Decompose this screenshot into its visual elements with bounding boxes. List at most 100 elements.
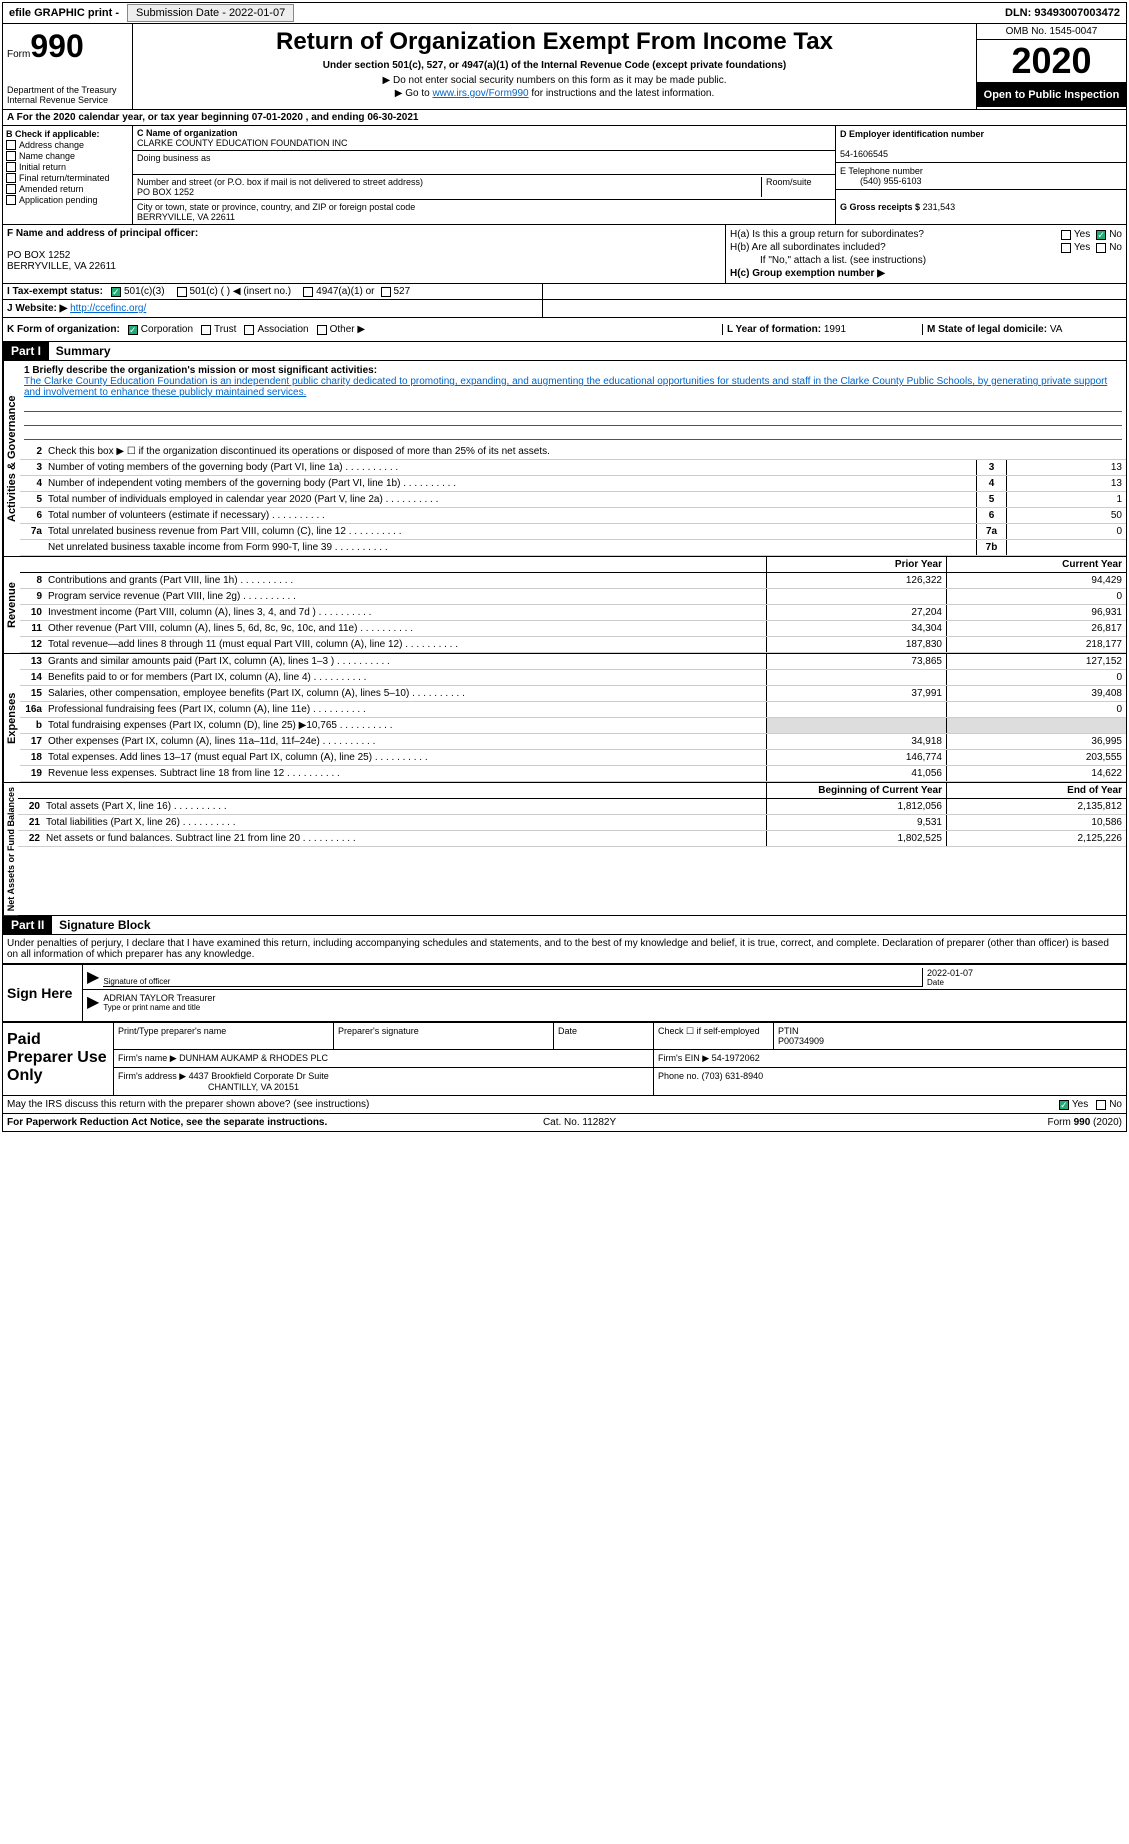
line-desc: Total number of individuals employed in … — [44, 492, 976, 507]
summary-line: 11 Other revenue (Part VIII, column (A),… — [20, 621, 1126, 637]
summary-line: 8 Contributions and grants (Part VIII, l… — [20, 573, 1126, 589]
summary-line: 20 Total assets (Part X, line 16) 1,812,… — [18, 799, 1126, 815]
name-title-row: ▶ ADRIAN TAYLOR Treasurer Type or print … — [83, 990, 1126, 1014]
current-value: 203,555 — [946, 750, 1126, 765]
line-desc: Total assets (Part X, line 16) — [42, 799, 766, 814]
firm-name: DUNHAM AUKAMP & RHODES PLC — [179, 1053, 328, 1063]
preparer-sig-header: Preparer's signature — [334, 1023, 554, 1049]
current-value: 127,152 — [946, 654, 1126, 669]
header-right: OMB No. 1545-0047 2020 Open to Public In… — [976, 24, 1126, 109]
hb-yes-checkbox[interactable] — [1061, 243, 1071, 253]
line-value — [1006, 540, 1126, 555]
summary-line: 19 Revenue less expenses. Subtract line … — [20, 766, 1126, 782]
website-link[interactable]: http://ccefinc.org/ — [70, 303, 146, 314]
address-change-label: Address change — [19, 140, 84, 150]
discuss-yes: Yes — [1072, 1099, 1088, 1110]
summary-line: 21 Total liabilities (Part X, line 26) 9… — [18, 815, 1126, 831]
hb-yes: Yes — [1074, 242, 1090, 253]
g-label: G Gross receipts $ — [840, 202, 920, 212]
year-formation: 1991 — [824, 324, 846, 335]
trust-label: Trust — [214, 324, 236, 335]
sign-date: 2022-01-07 — [927, 968, 1122, 978]
mission-block: 1 Briefly describe the organization's mi… — [20, 361, 1126, 444]
ptin-value: P00734909 — [778, 1036, 824, 1046]
4947-checkbox[interactable] — [303, 287, 313, 297]
activities-governance-label: Activities & Governance — [3, 361, 20, 556]
prior-year-header: Prior Year — [766, 557, 946, 572]
other-checkbox[interactable] — [317, 325, 327, 335]
discuss-no-checkbox[interactable] — [1096, 1100, 1106, 1110]
dba-row: Doing business as — [133, 151, 835, 175]
blank — [42, 783, 766, 798]
final-return-label: Final return/terminated — [19, 173, 110, 183]
line-num: 10 — [20, 605, 44, 620]
line-desc: Salaries, other compensation, employee b… — [44, 686, 766, 701]
line-desc: Grants and similar amounts paid (Part IX… — [44, 654, 766, 669]
mission-line — [24, 398, 1122, 412]
line-desc: Revenue less expenses. Subtract line 18 … — [44, 766, 766, 781]
501c-checkbox[interactable] — [177, 287, 187, 297]
org-name-row: C Name of organization CLARKE COUNTY EDU… — [133, 126, 835, 151]
line-num — [20, 540, 44, 555]
summary-line: 3 Number of voting members of the govern… — [20, 460, 1126, 476]
city-state-zip: BERRYVILLE, VA 22611 — [137, 212, 235, 222]
application-pending-checkbox[interactable] — [6, 195, 16, 205]
amended-return-checkbox[interactable] — [6, 184, 16, 194]
k-label: K Form of organization: — [7, 324, 120, 335]
initial-return-label: Initial return — [19, 162, 66, 172]
trust-checkbox[interactable] — [201, 325, 211, 335]
footer-formnum: 990 — [1074, 1117, 1091, 1128]
hb-no-checkbox[interactable] — [1096, 243, 1106, 253]
ha-yes-checkbox[interactable] — [1061, 230, 1071, 240]
ssn-note: ▶ Do not enter social security numbers o… — [137, 75, 972, 86]
address-change-checkbox[interactable] — [6, 140, 16, 150]
corporation-checkbox[interactable] — [128, 325, 138, 335]
part2-badge: Part II — [3, 916, 52, 934]
rev-content: Prior Year Current Year 8 Contributions … — [20, 557, 1126, 653]
column-f-officer: F Name and address of principal officer:… — [3, 225, 726, 283]
summary-line: 17 Other expenses (Part IX, column (A), … — [20, 734, 1126, 750]
preparer-date-header: Date — [554, 1023, 654, 1049]
prior-value: 126,322 — [766, 573, 946, 588]
corporation-label: Corporation — [141, 324, 193, 335]
name-change-checkbox[interactable] — [6, 151, 16, 161]
prior-value: 34,304 — [766, 621, 946, 636]
line-desc: Investment income (Part VIII, column (A)… — [44, 605, 766, 620]
discuss-yes-checkbox[interactable] — [1059, 1100, 1069, 1110]
paid-right: Print/Type preparer's name Preparer's si… — [113, 1023, 1126, 1095]
ha-yes: Yes — [1074, 229, 1090, 240]
rev-header-row: Prior Year Current Year — [20, 557, 1126, 573]
line-box: 7a — [976, 524, 1006, 539]
final-return-checkbox[interactable] — [6, 173, 16, 183]
check-applicable-label: B Check if applicable: — [6, 129, 129, 139]
name-change-label: Name change — [19, 151, 75, 161]
instructions-link[interactable]: www.irs.gov/Form990 — [432, 88, 528, 99]
line-num: 14 — [20, 670, 44, 685]
501c3-checkbox[interactable] — [111, 287, 121, 297]
footer-post: (2020) — [1090, 1117, 1122, 1128]
ha-no-checkbox[interactable] — [1096, 230, 1106, 240]
signature-label: Signature of officer — [103, 977, 922, 986]
initial-return-checkbox[interactable] — [6, 162, 16, 172]
current-value: 0 — [946, 670, 1126, 685]
hb-note-row: If "No," attach a list. (see instruction… — [730, 255, 1122, 266]
line-num: 11 — [20, 621, 44, 636]
association-checkbox[interactable] — [244, 325, 254, 335]
summary-line: 18 Total expenses. Add lines 13–17 (must… — [20, 750, 1126, 766]
efile-label: efile GRAPHIC print - — [3, 5, 125, 21]
line-num: 21 — [18, 815, 42, 830]
m-label: M State of legal domicile: — [927, 324, 1047, 335]
page-footer: For Paperwork Reduction Act Notice, see … — [3, 1113, 1126, 1131]
summary-line: 10 Investment income (Part VIII, column … — [20, 605, 1126, 621]
revenue-label: Revenue — [3, 557, 20, 653]
paid-preparer-block: Paid Preparer Use Only Print/Type prepar… — [3, 1021, 1126, 1095]
527-checkbox[interactable] — [381, 287, 391, 297]
line-value: 1 — [1006, 492, 1126, 507]
submission-date-button[interactable]: Submission Date - 2022-01-07 — [127, 4, 294, 22]
tax-year: 2020 — [977, 40, 1126, 83]
other-label: Other ▶ — [330, 324, 365, 335]
l-label: L Year of formation: — [727, 324, 821, 335]
arrow-icon: ▶ — [87, 992, 99, 1012]
ein-row: D Employer identification number 54-1606… — [836, 126, 1126, 163]
beginning-year-header: Beginning of Current Year — [766, 783, 946, 798]
